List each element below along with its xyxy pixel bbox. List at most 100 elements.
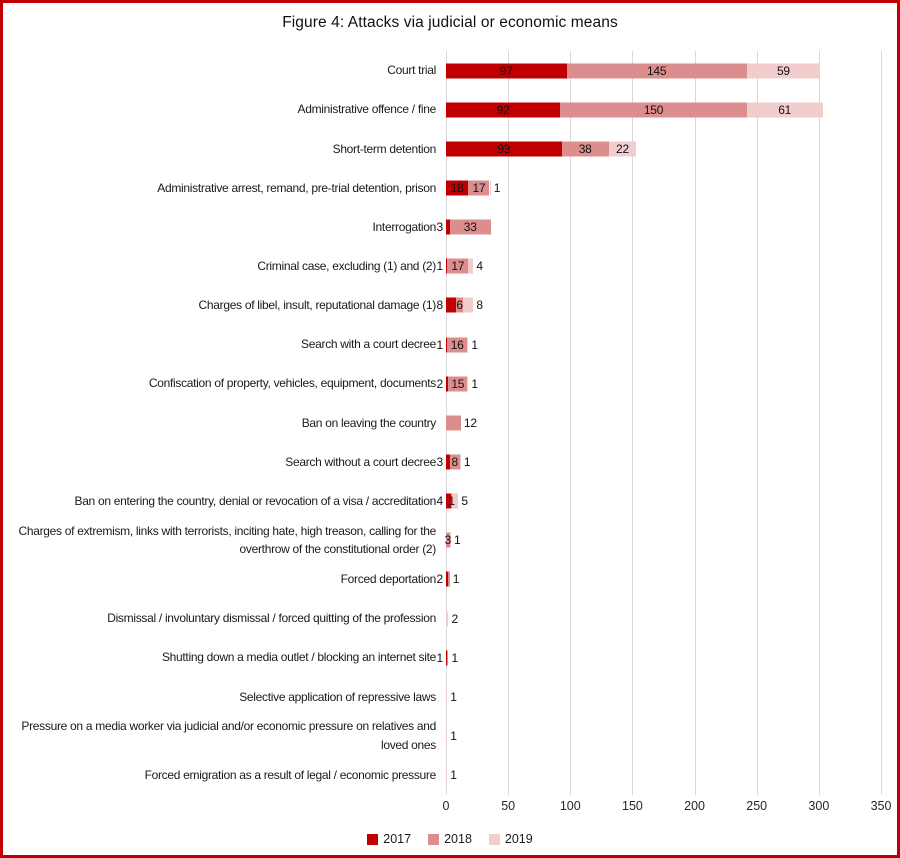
value-label: 97: [499, 63, 513, 78]
bar-track: 1: [446, 716, 882, 755]
bar-segment-2019: [467, 337, 469, 353]
category-label: Confiscation of property, vehicles, equi…: [148, 376, 436, 391]
bar-segment-2019: [463, 297, 474, 313]
bar-segment-2019: [446, 611, 449, 627]
value-label: 8: [476, 298, 483, 313]
value-label: 1: [451, 650, 458, 665]
gridline: [881, 51, 882, 795]
bar-track: 93 38 22: [446, 129, 882, 168]
bar-segment-2018: [566, 63, 747, 79]
bar-segment-2017: [446, 102, 561, 118]
category-row: Charges of libel, insult, reputational d…: [13, 286, 893, 325]
category-row: Forced deportation 2 1: [13, 560, 893, 599]
bar-rows: Court trial 97 145 59 Administrative offence…: [13, 51, 893, 795]
category-row: Charges of extremism, links with terrori…: [13, 521, 893, 560]
category-label: Search with a court decree: [301, 337, 436, 352]
bar-segment-2018: [449, 219, 491, 235]
bar-track: 97 145 59: [446, 51, 882, 90]
legend-label: 2019: [504, 832, 533, 846]
bar-track: 1 16 1: [437, 325, 882, 364]
category-row: Ban on entering the country, denial or r…: [13, 482, 893, 521]
bar-segment-2018: [468, 180, 490, 196]
value-label: 3: [436, 220, 444, 235]
legend: 2017 2018 2019: [3, 832, 897, 846]
category-row: Administrative offence / fine 92 150 61: [13, 90, 893, 129]
axis-tick-label: 0: [442, 799, 450, 813]
bar-segment-2018: [447, 337, 468, 353]
bar-segment-2017: [446, 63, 567, 79]
bar-segment-2018: [446, 415, 461, 431]
category-row: Forced emigration as a result of legal /…: [13, 756, 893, 795]
bar-segment-2017: [446, 337, 448, 353]
category-label: Forced deportation: [340, 572, 437, 587]
axis-tick-label: 50: [501, 799, 516, 813]
legend-item-2018: 2018: [428, 832, 472, 846]
value-label: 8: [436, 298, 444, 313]
category-row: Pressure on a media worker via judicial …: [13, 716, 893, 755]
bar-segment-2018: [449, 454, 460, 470]
bar-segment-2019: [468, 258, 474, 274]
value-label: 150: [643, 102, 664, 117]
bar-segment-2019: [608, 141, 637, 157]
gridline: [694, 51, 696, 795]
bar-segment-2017: [446, 141, 562, 157]
value-label: 15: [451, 376, 465, 391]
bar-track: 2 15 1: [437, 364, 882, 403]
category-label: Selective application of repressive laws: [239, 689, 436, 704]
value-label: 59: [776, 63, 790, 78]
value-label: 1: [452, 572, 460, 587]
bar-segment-2018: [448, 376, 468, 392]
value-label: 1: [471, 376, 478, 391]
category-row: Confiscation of property, vehicles, equi…: [13, 364, 893, 403]
bar-segment-2017: [446, 493, 451, 509]
bar-segment-2019: [467, 376, 469, 392]
axis-tick-label: 350: [870, 799, 892, 813]
figure-title: Figure 4: Attacks via judicial or econom…: [282, 14, 618, 31]
category-label: Short-term detention: [332, 141, 437, 156]
value-label: 38: [578, 141, 592, 156]
bar-segment-2019: [446, 689, 448, 705]
gridline: [508, 51, 510, 795]
value-label: 17: [451, 259, 465, 274]
bar-segment-2017: [446, 219, 450, 235]
category-row: Interrogation 3 33: [13, 208, 893, 247]
category-row: Court trial 97 145 59: [13, 51, 893, 90]
category-row: Administrative arrest, remand, pre-trial…: [13, 168, 893, 207]
value-label: 8: [451, 454, 458, 469]
value-label: 1: [436, 650, 444, 665]
value-label: 1: [436, 259, 444, 274]
bar-track: 1: [446, 756, 882, 795]
value-label: 16: [450, 337, 464, 352]
value-label: 1: [448, 494, 455, 509]
value-label: 4: [476, 259, 483, 274]
bar-track: 1 17 4: [437, 247, 882, 286]
category-label: Shutting down a media outlet / blocking …: [161, 650, 436, 665]
legend-item-2019: 2019: [488, 832, 533, 846]
value-label: 1: [450, 768, 457, 783]
bar-segment-2018: [448, 571, 450, 587]
value-label: 2: [436, 376, 444, 391]
legend-label: 2018: [444, 832, 472, 846]
bar-track: 12: [446, 403, 882, 442]
value-label: 93: [497, 141, 511, 156]
value-label: 18: [450, 180, 464, 195]
category-label: Dismissal / involuntary dismissal / forc…: [107, 611, 436, 626]
bar-segment-2018: [450, 493, 453, 509]
gridline: [818, 51, 820, 795]
bar-segment-2018: [446, 532, 450, 548]
x-axis: 0 50 100 150 200 250 300 350: [3, 799, 897, 817]
category-row: Ban on leaving the country 12: [13, 403, 893, 442]
value-label: 1: [453, 533, 461, 548]
bar-segment-2017: [446, 297, 456, 313]
category-label: Administrative offence / fine: [297, 102, 437, 117]
bar-segment-2018: [561, 141, 609, 157]
bar-segment-2017: [446, 376, 449, 392]
bar-track: 1: [446, 677, 882, 716]
value-label: 1: [471, 337, 478, 352]
bar-segment-2019: [746, 102, 823, 118]
category-label: Ban on leaving the country: [301, 415, 437, 430]
category-label: Charges of libel, insult, reputational d…: [198, 298, 437, 313]
value-label: 2: [436, 572, 444, 587]
value-label: 17: [472, 180, 486, 195]
